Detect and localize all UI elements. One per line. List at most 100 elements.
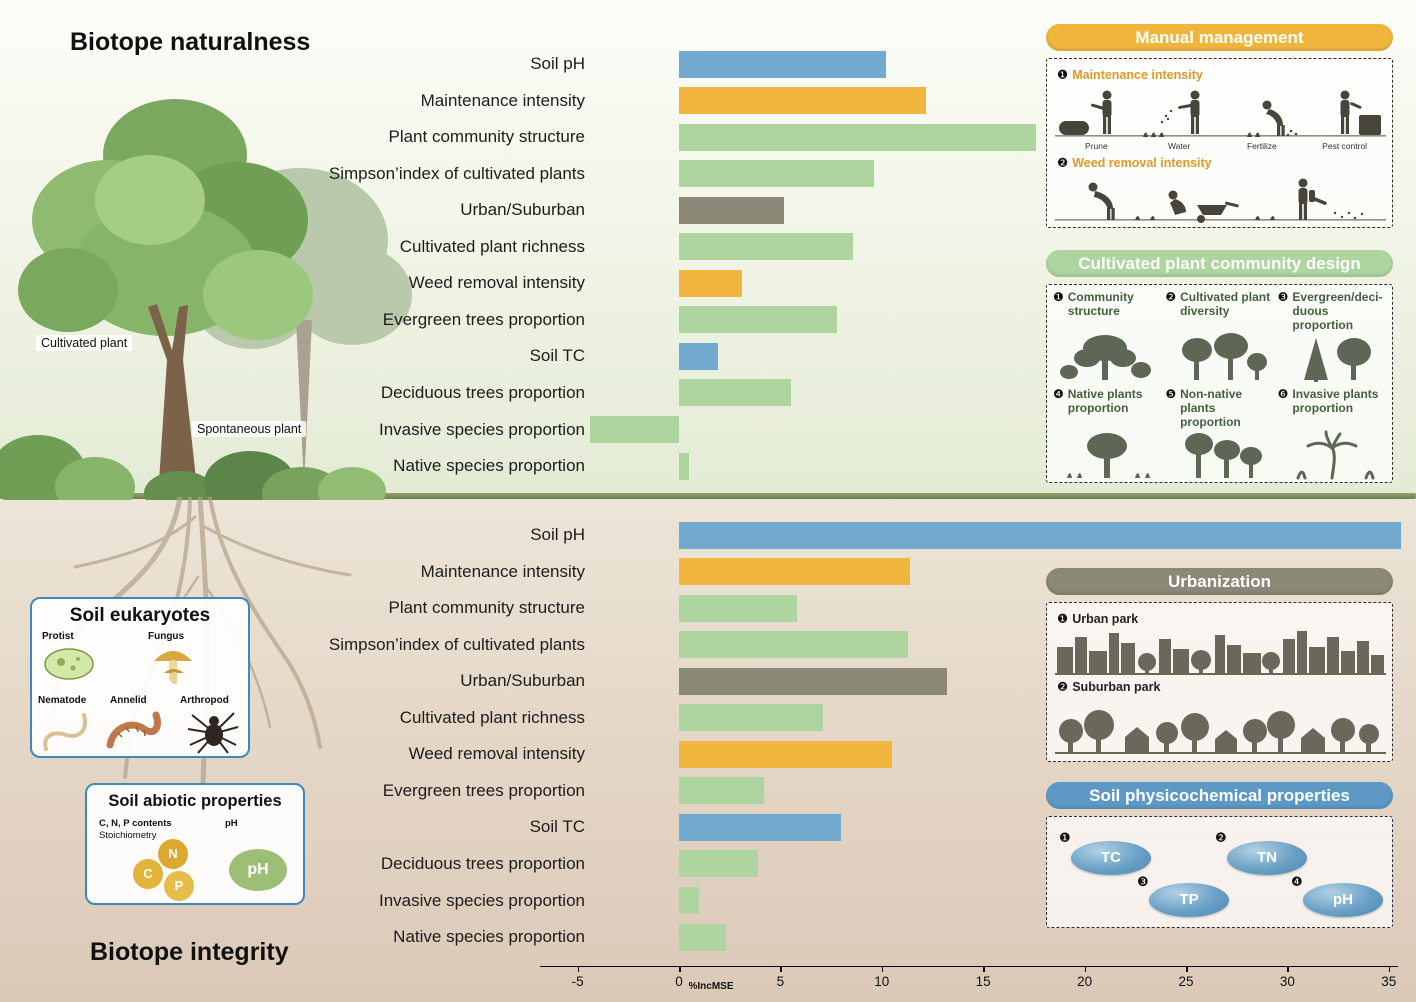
bar-row: Urban/Suburban <box>0 192 1416 229</box>
tn-ellipse: TN <box>1227 841 1307 875</box>
design-6-number: ❻ <box>1277 387 1289 402</box>
suburban-park-label: Suburban park <box>1072 680 1161 694</box>
caption-prune: Prune <box>1085 141 1108 151</box>
suburban-illustration <box>1055 697 1386 755</box>
bar-row: Invasive species proportion <box>0 883 1416 920</box>
bar <box>679 813 842 841</box>
design-cell-evergreen-deciduous: ❸ Evergreen/deci-duous proportion <box>1277 290 1386 383</box>
chart-biotope-integrity: Soil pH Maintenance intensity Plant commun… <box>0 517 1416 957</box>
bar-row: Native species proportion <box>0 448 1416 485</box>
cultivated-diversity-art <box>1182 333 1268 381</box>
title-biotope-naturalness: Biotope naturalness <box>70 28 311 56</box>
bar <box>679 667 947 695</box>
bar-category-label: Native species proportion <box>393 456 585 476</box>
protist-icon <box>44 648 94 680</box>
bar-row: Weed removal intensity <box>0 265 1416 302</box>
design-cell-non-native-plants: ❺ Non-native plants proportion <box>1165 387 1273 479</box>
soil-4-number: ❹ <box>1291 875 1303 890</box>
bar-category-label: Weed removal intensity <box>408 744 585 764</box>
bar <box>679 342 718 370</box>
nematode-label: Nematode <box>38 695 87 706</box>
bar-row: Soil TC <box>0 338 1416 375</box>
community-structure-art <box>1060 335 1152 381</box>
bar-category-label: Maintenance intensity <box>420 90 585 110</box>
bar <box>679 233 854 261</box>
caption-pest-control: Pest control <box>1322 141 1368 151</box>
arthropod-label: Arthropod <box>180 695 229 706</box>
bar <box>679 452 690 480</box>
chart-biotope-naturalness: Soil pH Maintenance intensity Plant commun… <box>0 46 1416 486</box>
design-4-number: ❹ <box>1053 387 1064 402</box>
weed-removal-item: ❷ Weed removal intensity <box>1057 155 1212 170</box>
urbanization-panel: ❶ Urban park ❷ Suburban park <box>1046 602 1393 762</box>
design-3-number: ❸ <box>1277 290 1289 304</box>
bar-category-label: Weed removal intensity <box>408 273 585 293</box>
fungus-icon <box>154 651 192 684</box>
cnp-contents-label: C, N, P contents <box>99 818 172 829</box>
manual-management-title: Manual management <box>1135 28 1304 47</box>
ground-line <box>0 493 1416 499</box>
evergreen-deciduous-art <box>1303 338 1371 383</box>
bar-row: Deciduous trees proportion <box>0 375 1416 412</box>
design-5-number: ❺ <box>1165 387 1177 402</box>
bar-row: Cultivated plant richness <box>0 229 1416 266</box>
urbanization-title: Urbanization <box>1168 572 1271 591</box>
bar-category-label: Deciduous trees proportion <box>380 382 585 402</box>
bar-row: Weed removal intensity <box>0 736 1416 773</box>
bar-row: Urban/Suburban <box>0 663 1416 700</box>
bar-row: Deciduous trees proportion <box>0 846 1416 883</box>
plant-design-panel: ❶ Community structure ❷ Cultivated plant… <box>1046 284 1393 483</box>
ph-circle: pH <box>229 849 287 891</box>
bar-row: Evergreen trees proportion <box>0 302 1416 339</box>
urban-2-number: ❷ <box>1057 679 1069 694</box>
bar-category-label: Evergreen trees proportion <box>382 780 585 800</box>
bar <box>679 306 838 334</box>
plant-design-grid: ❶ Community structure ❷ Cultivated plant… <box>1053 290 1386 480</box>
bar <box>679 269 742 297</box>
weeding-illustration <box>1055 173 1386 223</box>
bar <box>679 850 759 878</box>
plant-design-header: Cultivated plant community design <box>1046 250 1393 277</box>
tc-ellipse: TC <box>1071 841 1151 875</box>
bar-category-label: Soil pH <box>530 525 585 544</box>
bar <box>679 558 911 586</box>
soil-properties-header: Soil physicochemical properties <box>1046 782 1393 809</box>
soil-2-number: ❷ <box>1215 831 1227 846</box>
fungus-label: Fungus <box>148 631 185 642</box>
protist-label: Protist <box>42 631 74 642</box>
main-tree-trunk <box>148 304 198 497</box>
design-2-label: Cultivated plant diversity <box>1180 290 1271 318</box>
urban-park-item: ❶ Urban park <box>1057 611 1138 626</box>
urban-1-number: ❶ <box>1057 611 1069 626</box>
bar-category-label: Cultivated plant richness <box>399 707 585 727</box>
bar-category-label: Soil TC <box>529 346 585 366</box>
non-native-plants-art <box>1185 432 1263 478</box>
bar-row: Invasive species proportion <box>0 412 1416 449</box>
bar-category-label: Simpson’index of cultivated plants <box>328 634 585 654</box>
bar-row: Soil pH <box>0 46 1416 83</box>
bar-category-label: Maintenance intensity <box>420 561 585 581</box>
bar-row: Maintenance intensity <box>0 554 1416 591</box>
design-cell-invasive-plants: ❻ Invasive plants proportion <box>1277 387 1386 480</box>
item-1-number: ❶ <box>1057 67 1069 82</box>
ph-ellipse-legend: pH <box>1303 883 1383 917</box>
maintenance-intensity-item: ❶ Maintenance intensity <box>1057 67 1203 82</box>
invasive-plants-art <box>1296 430 1375 480</box>
soil-properties-title: Soil physicochemical properties <box>1089 786 1350 805</box>
stoichiometry-label: Stoichiometry <box>99 830 157 841</box>
annelid-label: Annelid <box>110 695 147 706</box>
title-biotope-integrity: Biotope integrity <box>90 938 289 966</box>
suburban-park-item: ❷ Suburban park <box>1057 679 1160 694</box>
bar <box>679 379 791 407</box>
design-5-label: Non-native plants proportion <box>1180 387 1243 429</box>
bar-category-label: Soil pH <box>530 54 585 73</box>
bar-category-label: Native species proportion <box>393 927 585 947</box>
caption-fertilize: Fertilize <box>1246 141 1277 151</box>
arthropod-icon <box>187 712 239 754</box>
bar-category-label: Simpson’index of cultivated plants <box>328 163 585 183</box>
tp-ellipse: TP <box>1149 883 1229 917</box>
bar <box>679 777 765 805</box>
manual-management-panel: ❶ Maintenance intensity <box>1046 58 1393 228</box>
maintenance-intensity-label: Maintenance intensity <box>1072 68 1203 82</box>
